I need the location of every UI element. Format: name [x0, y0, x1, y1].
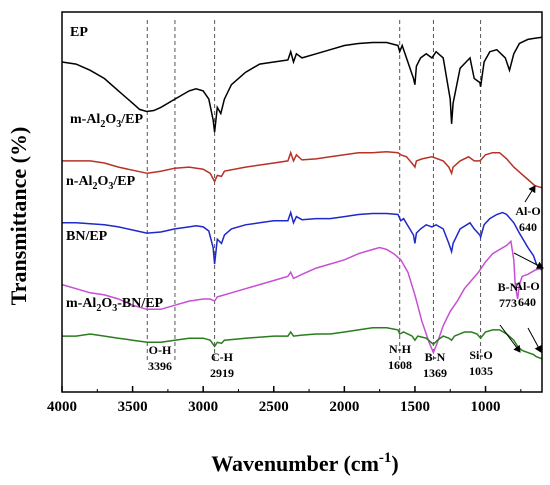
- annotation-wavenumber: 640: [519, 220, 537, 234]
- series-label-text: m-Al: [70, 112, 100, 127]
- annotation-label: Al-O: [515, 204, 540, 218]
- x-tick-label: 2000: [329, 399, 359, 415]
- annotation-label: O-H: [149, 343, 172, 357]
- y-axis-title: Transmittance (%): [6, 127, 31, 306]
- series-label-text: n-Al: [66, 174, 93, 189]
- series-line-0: [61, 36, 543, 133]
- annotation-arrow: [524, 185, 536, 203]
- annotation-label: Si-O: [469, 348, 492, 362]
- series-label-end: /EP: [120, 112, 143, 127]
- series-label-mid: O: [105, 112, 116, 127]
- series-label-mid: O: [101, 296, 112, 311]
- axes: 4000 3500 3000 2500 2000 1500 1000: [47, 11, 543, 415]
- x-axis-title-superscript: -1: [379, 450, 392, 466]
- series-line-2: [62, 209, 543, 271]
- subscript: 3: [108, 181, 113, 192]
- annotation-wavenumber: 1608: [388, 358, 412, 372]
- annotation-label: B-N: [498, 280, 519, 294]
- series-label: m-Al2O3/EP: [70, 112, 143, 130]
- annotation-arrow: [513, 252, 544, 269]
- annotation-label: Al-O: [514, 279, 539, 293]
- series-line-4: [62, 327, 543, 360]
- x-tick-label: 2500: [259, 399, 289, 415]
- subscript: 2: [100, 119, 105, 130]
- x-tick-label: 3000: [188, 399, 218, 415]
- subscript: 2: [92, 181, 97, 192]
- annotation-arrow: [527, 327, 542, 353]
- annotation-arrow: [499, 324, 521, 353]
- annotation-wavenumber: 1035: [469, 364, 493, 378]
- series-label-text: BN/EP: [66, 229, 108, 244]
- reference-lines: [146, 20, 482, 362]
- annotation-label: N-H: [389, 342, 412, 356]
- x-tick-label: 1000: [471, 399, 501, 415]
- annotation-wavenumber: 773: [499, 296, 517, 310]
- series-label: BN/EP: [66, 229, 108, 244]
- x-axis-title-text: Wavenumber (cm: [211, 451, 379, 476]
- series-label-end: /EP: [112, 174, 135, 189]
- series-label: m-Al2O3-BN/EP: [66, 296, 164, 314]
- x-axis-title-end: ): [391, 451, 398, 476]
- series-label-text: EP: [70, 25, 88, 40]
- x-axis-title: Wavenumber (cm-1): [211, 450, 398, 476]
- series-label: n-Al2O3/EP: [66, 174, 136, 192]
- subscript: 2: [96, 303, 101, 314]
- plot-frame: [61, 11, 543, 393]
- series-label-mid: O: [97, 174, 108, 189]
- x-tick-label: 1500: [400, 399, 430, 415]
- x-tick-label: 3500: [118, 399, 148, 415]
- series-label-text: m-Al: [66, 296, 96, 311]
- x-tick-label: 4000: [47, 399, 77, 415]
- annotation-wavenumber: 1369: [423, 366, 447, 380]
- peak-annotations: O-H 3396 C-H 2919 N-H 1608 B-N 1369 Si-O 1035 B-N 7…: [148, 185, 544, 380]
- annotation-wavenumber: 3396: [148, 359, 172, 373]
- subscript: 3: [116, 119, 121, 130]
- spectra-curves: [61, 36, 543, 360]
- series-line-3: [61, 239, 543, 355]
- annotation-wavenumber: 640: [518, 295, 536, 309]
- subscript: 3: [112, 303, 117, 314]
- annotation-label: C-H: [211, 350, 234, 364]
- series-label-end: -BN/EP: [117, 296, 163, 311]
- series-label: EP: [70, 25, 88, 40]
- annotation-wavenumber: 2919: [210, 366, 234, 380]
- series-line-1: [62, 150, 543, 189]
- annotation-label: B-N: [425, 350, 446, 364]
